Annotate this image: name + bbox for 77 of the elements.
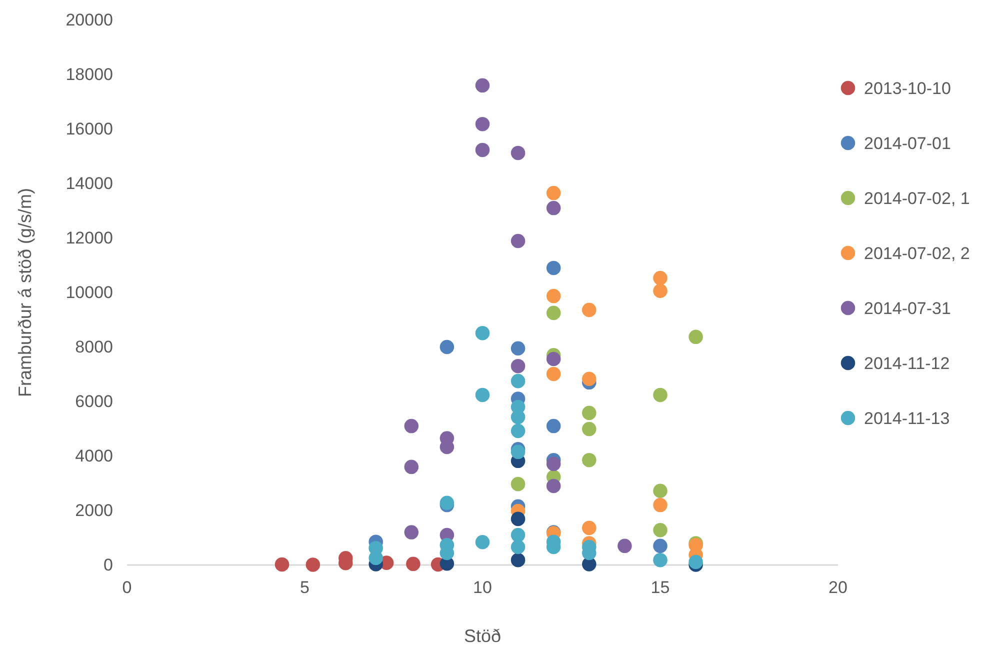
point [618,538,632,554]
point [510,424,526,438]
point [510,358,526,374]
y-tick-label: 4000 [75,446,113,466]
point [582,520,596,536]
point [510,512,526,526]
y-tick-label: 20000 [66,10,113,30]
point [306,558,320,572]
point [404,418,419,434]
point [475,78,490,93]
point [546,478,561,494]
point [510,552,526,568]
point [546,288,561,304]
point [404,525,419,540]
legend-label: 2013-10-10 [864,79,951,98]
point [475,388,490,402]
point [653,484,668,498]
y-tick-label: 12000 [66,228,113,248]
point [582,422,596,436]
point [510,540,526,554]
point [546,456,561,472]
legend-label: 2014-07-01 [864,134,951,153]
point [653,498,668,512]
point [688,330,703,344]
legend-label: 2014-07-02, 2 [864,244,970,263]
point [582,302,596,318]
point [510,444,526,460]
point [440,340,454,354]
y-tick-label: 6000 [75,392,113,411]
point [653,388,668,402]
point [274,557,290,572]
point [582,406,596,420]
legend-label: 2014-11-12 [864,354,950,373]
point [688,554,703,570]
point [546,200,561,216]
point [475,116,490,132]
point [546,306,561,320]
point [406,556,420,572]
point [582,452,596,468]
y-tick-label: 10000 [66,282,113,302]
point [475,326,490,340]
legend-label: 2014-11-13 [864,409,950,428]
y-tick-label: 0 [104,555,113,574]
y-tick-label: 18000 [66,64,113,84]
point [510,146,526,160]
point [653,270,668,286]
point [546,186,561,200]
x-tick-label: 5 [300,578,310,598]
point [510,374,526,388]
point [510,476,526,492]
point [653,284,668,298]
y-axis-title: Framburður á stöð (g/s/m) [15,188,35,398]
point [475,142,490,158]
legend-label: 2014-07-31 [864,299,951,318]
point [582,372,596,386]
y-tick-label: 2000 [75,500,113,520]
point [510,341,526,356]
point [546,418,561,434]
point [653,523,668,538]
y-tick-label: 16000 [66,119,113,138]
x-axis-title: Stöð [464,626,502,646]
x-tick-label: 0 [122,578,132,598]
y-tick-label: 8000 [75,337,113,356]
point [510,528,526,542]
point [653,538,668,554]
point [546,352,561,366]
point [546,366,561,382]
y-tick-label: 14000 [66,174,113,193]
x-tick-label: 15 [650,578,670,598]
legend-label: 2014-07-02, 1 [864,189,970,208]
point [475,534,490,550]
x-tick-label: 10 [473,578,492,598]
point [653,552,668,568]
point [510,234,526,248]
point [404,460,419,474]
x-tick-label: 20 [828,578,848,598]
point [546,260,561,276]
